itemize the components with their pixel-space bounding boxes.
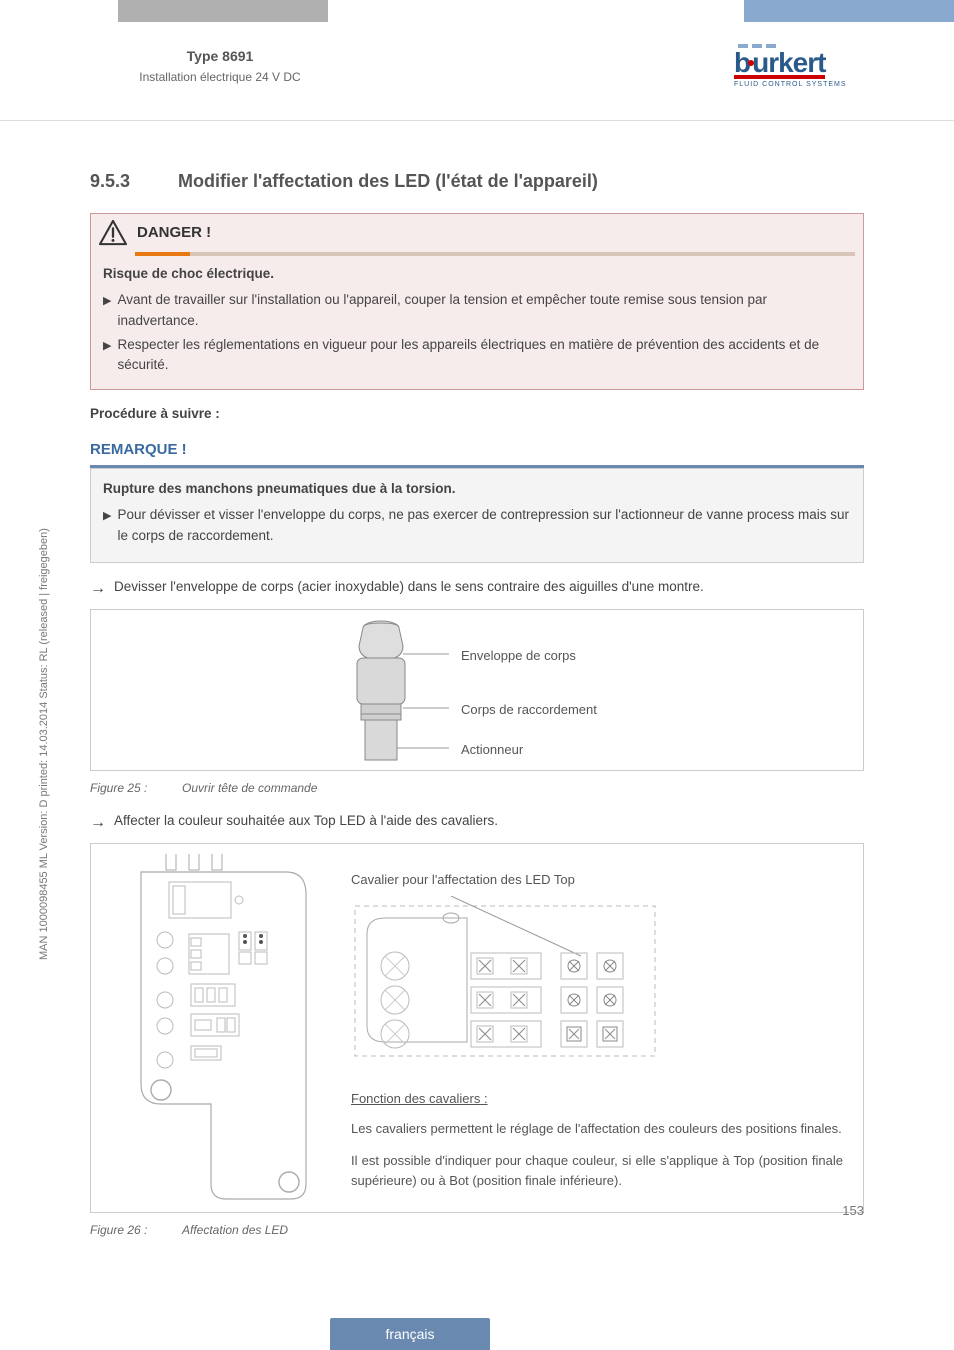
danger-item: ▶Avant de travailler sur l'installation … <box>103 290 851 331</box>
danger-label: DANGER ! <box>137 222 211 245</box>
brand-logo: burkert FLUID CONTROL SYSTEMS <box>734 44 864 88</box>
remark-subtitle: Rupture des manchons pneumatiques due à … <box>103 479 851 499</box>
remark-label: REMARQUE ! <box>90 439 864 462</box>
brand-tagline: FLUID CONTROL SYSTEMS <box>734 81 864 88</box>
figure-annotation: Enveloppe de corps <box>461 646 576 666</box>
procedure-step: → Affecter la couleur souhaitée aux Top … <box>90 811 864 835</box>
page-number: 153 <box>842 1203 864 1218</box>
header-rule <box>0 120 954 121</box>
doc-subtitle: Installation électrique 24 V DC <box>90 70 350 84</box>
figure-25-box: Enveloppe de corps Corps de raccordement… <box>90 609 864 771</box>
page-header: Type 8691 Installation électrique 24 V D… <box>90 44 864 88</box>
jumper-heading: Fonction des cavaliers : <box>351 1089 843 1109</box>
header-corner-box <box>744 0 954 22</box>
sidebar-metadata: MAN 1000098455 ML Version: D printed: 14… <box>38 528 50 960</box>
jumper-paragraph: Il est possible d'indiquer pour chaque c… <box>351 1151 843 1191</box>
triangle-bullet-icon: ▶ <box>103 508 111 546</box>
danger-item: ▶Respecter les réglementations en vigueu… <box>103 335 851 376</box>
danger-callout: DANGER ! Risque de choc électrique. ▶Ava… <box>90 213 864 390</box>
top-tab <box>118 0 328 22</box>
language-tab: français <box>330 1318 490 1350</box>
triangle-bullet-icon: ▶ <box>103 293 111 331</box>
figure-annotation: Corps de raccordement <box>461 700 597 720</box>
section-title: Modifier l'affectation des LED (l'état d… <box>178 171 598 191</box>
pcb-outline-diagram <box>121 854 311 1204</box>
triangle-bullet-icon: ▶ <box>103 338 111 376</box>
danger-subtitle: Risque de choc électrique. <box>103 264 851 284</box>
brand-name: burkert <box>734 50 825 79</box>
page-content: 9.5.3Modifier l'affectation des LED (l'é… <box>90 168 864 1253</box>
figure-26-box: Cavalier pour l'affectation des LED Top <box>90 843 864 1213</box>
jumper-zoom-diagram <box>351 896 661 1066</box>
remark-callout: Rupture des manchons pneumatiques due à … <box>90 468 864 563</box>
device-diagram <box>341 618 451 768</box>
jumper-explanation: Fonction des cavaliers : Les cavaliers p… <box>351 1089 843 1192</box>
procedure-label: Procédure à suivre : <box>90 404 864 424</box>
figure-26-caption: Figure 26 :Affectation des LED <box>90 1221 864 1239</box>
zoom-title: Cavalier pour l'affectation des LED Top <box>351 870 575 890</box>
section-heading: 9.5.3Modifier l'affectation des LED (l'é… <box>90 168 864 195</box>
jumper-paragraph: Les cavaliers permettent le réglage de l… <box>351 1119 843 1139</box>
remark-item: ▶Pour dévisser et visser l'enveloppe du … <box>103 505 851 546</box>
figure-annotation: Actionneur <box>461 740 523 760</box>
doc-type-title: Type 8691 <box>90 48 350 64</box>
procedure-step: → Devisser l'enveloppe de corps (acier i… <box>90 577 864 601</box>
arrow-right-icon: → <box>90 811 106 835</box>
section-number: 9.5.3 <box>90 168 178 195</box>
figure-25-caption: Figure 25 :Ouvrir tête de commande <box>90 779 864 797</box>
warning-triangle-icon <box>99 220 127 246</box>
arrow-right-icon: → <box>90 577 106 601</box>
